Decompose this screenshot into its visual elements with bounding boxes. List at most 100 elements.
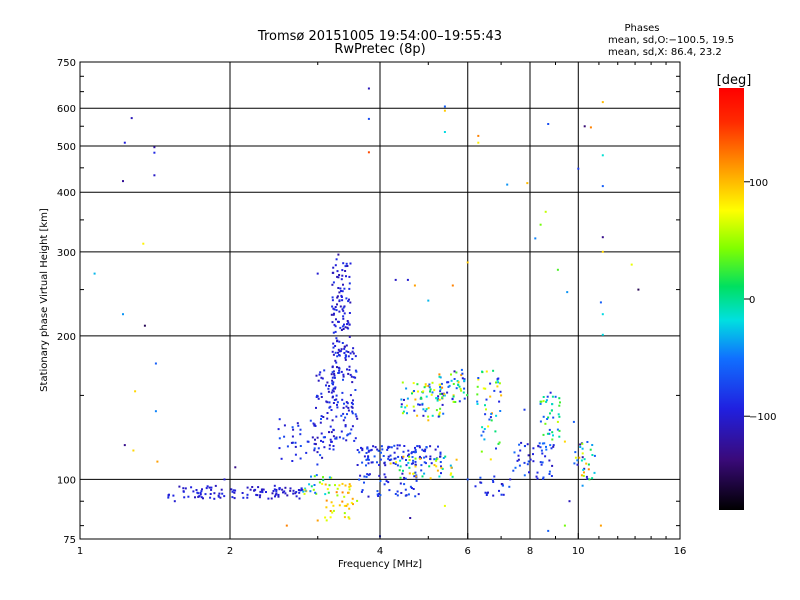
scatter-point (544, 455, 547, 458)
scatter-point (402, 455, 405, 458)
scatter-point (544, 210, 547, 213)
scatter-point (259, 494, 262, 497)
scatter-point (414, 457, 417, 460)
scatter-point (405, 387, 408, 390)
scatter-point (440, 472, 442, 475)
scatter-point (339, 326, 342, 329)
scatter-point (423, 472, 426, 475)
scatter-point (365, 458, 368, 461)
scatter-point (341, 269, 344, 272)
scatter-point (400, 403, 403, 406)
scatter-point (282, 491, 284, 494)
scatter-point (409, 485, 412, 488)
scatter-point (182, 487, 185, 490)
scatter-point (330, 313, 333, 316)
scatter-point (452, 395, 455, 398)
scatter-point (513, 451, 516, 454)
scatter-point (548, 459, 551, 462)
scatter-point (495, 447, 497, 450)
scatter-point (578, 456, 581, 459)
scatter-point (416, 383, 419, 386)
scatter-point (273, 488, 276, 491)
scatter-point (265, 491, 267, 493)
scatter-point (424, 385, 427, 388)
scatter-point (479, 476, 482, 479)
scatter-point (278, 447, 281, 450)
scatter-point (539, 420, 542, 423)
scatter-point (452, 400, 455, 403)
scatter-point (167, 496, 170, 499)
scatter-point (342, 378, 344, 381)
scatter-point (414, 495, 417, 498)
scatter-point (348, 323, 351, 326)
scatter-point (457, 381, 460, 384)
scatter-point (593, 471, 596, 474)
scatter-point (344, 270, 347, 272)
scatter-point (331, 296, 334, 299)
scatter-point (277, 495, 280, 498)
scatter-point (337, 253, 340, 256)
scatter-point (298, 497, 301, 500)
scatter-point (378, 474, 381, 477)
scatter-point (346, 402, 349, 405)
scatter-point (423, 456, 426, 459)
scatter-point (477, 141, 480, 144)
scatter-point (456, 380, 459, 382)
scatter-point (330, 440, 333, 443)
scatter-point (332, 353, 335, 356)
scatter-point (420, 397, 423, 400)
scatter-point (485, 370, 488, 373)
scatter-point (535, 475, 538, 478)
scatter-point (396, 494, 399, 497)
scatter-point (443, 131, 446, 133)
scatter-point (233, 497, 236, 500)
scatter-point (399, 465, 402, 468)
scatter-point (313, 447, 316, 450)
scatter-point (500, 493, 503, 496)
scatter-point (313, 442, 316, 445)
scatter-point (537, 445, 540, 448)
scatter-point (154, 410, 157, 413)
scatter-point (345, 355, 347, 358)
scatter-point (342, 283, 344, 286)
scatter-point (277, 428, 280, 431)
scatter-point (313, 475, 316, 478)
scatter-point (346, 326, 349, 329)
scatter-point (351, 350, 354, 353)
scatter-point (336, 270, 339, 273)
scatter-point (335, 318, 337, 321)
scatter-point (498, 400, 501, 403)
scatter-point (291, 435, 294, 438)
scatter-point (336, 366, 338, 369)
scatter-point (398, 444, 401, 447)
scatter-point (541, 452, 544, 455)
scatter-point (433, 464, 436, 467)
scatter-point (424, 383, 427, 386)
scatter-point (582, 474, 585, 477)
scatter-point (333, 373, 336, 375)
x-tick-label: 6 (465, 546, 471, 557)
scatter-point (412, 459, 415, 462)
scatter-point (401, 456, 403, 459)
scatter-point (354, 389, 357, 391)
scatter-point (384, 464, 387, 467)
scatter-point (308, 483, 311, 486)
scatter-point (348, 298, 350, 301)
scatter-point (534, 237, 537, 240)
scatter-point (192, 490, 195, 493)
scatter-point (142, 242, 145, 245)
scatter-point (490, 419, 493, 422)
scatter-point (295, 491, 298, 493)
scatter-point (344, 484, 347, 487)
scatter-point (443, 393, 446, 396)
scatter-point (337, 348, 340, 351)
scatter-point (332, 271, 335, 274)
scatter-point (487, 425, 490, 428)
scatter-point (542, 415, 545, 418)
scatter-point (349, 394, 352, 397)
scatter-point (230, 488, 233, 491)
scatter-point (532, 460, 535, 463)
scatter-point (502, 493, 505, 496)
scatter-point (332, 509, 335, 512)
scatter-point (330, 476, 333, 479)
